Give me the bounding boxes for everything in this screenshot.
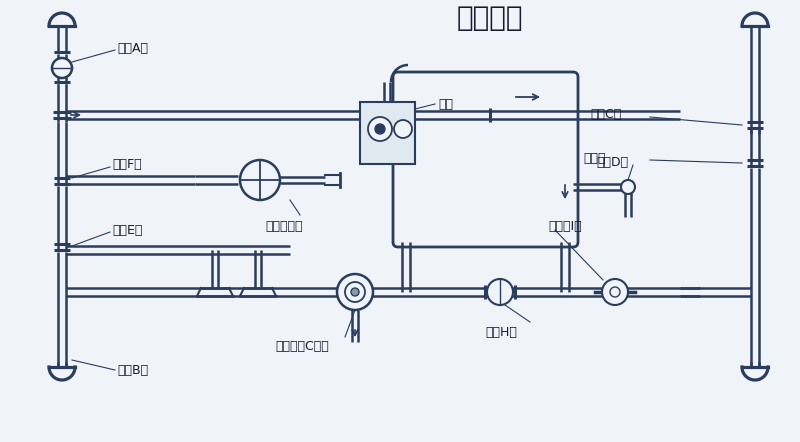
Text: 球阀E关: 球阀E关 (112, 224, 142, 236)
Bar (360, 102, 415, 164)
Circle shape (602, 279, 628, 305)
Circle shape (337, 274, 373, 310)
Text: 消防栓I关: 消防栓I关 (548, 221, 582, 233)
Text: 水泵: 水泵 (438, 98, 453, 110)
Circle shape (487, 279, 513, 305)
Circle shape (394, 120, 412, 138)
Circle shape (368, 117, 392, 141)
Text: 水泵加水: 水泵加水 (457, 4, 523, 32)
Circle shape (52, 58, 72, 78)
Text: 球阀B关: 球阀B关 (117, 365, 148, 377)
Text: 罐体口: 罐体口 (583, 152, 606, 165)
Text: 球阀F关: 球阀F关 (112, 159, 142, 171)
Text: 球阀H开: 球阀H开 (485, 325, 517, 339)
Text: 球阀A关: 球阀A关 (117, 42, 148, 56)
Circle shape (621, 180, 635, 194)
Circle shape (351, 288, 359, 296)
Text: 球阀D关: 球阀D关 (596, 156, 628, 168)
Circle shape (345, 282, 365, 302)
Circle shape (375, 124, 385, 134)
Circle shape (610, 287, 620, 297)
Text: 球阀C关: 球阀C关 (590, 107, 622, 121)
Text: 洒水炮出口: 洒水炮出口 (265, 220, 302, 232)
Circle shape (240, 160, 280, 200)
Text: 三通球阀C加水: 三通球阀C加水 (275, 340, 329, 354)
